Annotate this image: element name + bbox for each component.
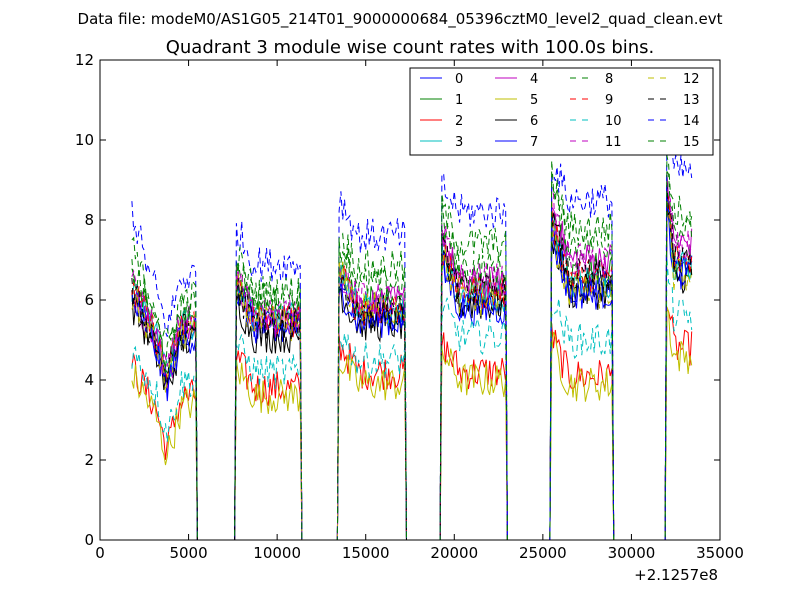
legend-entry-3: 3 <box>420 135 463 150</box>
legend-label: 14 <box>683 114 700 129</box>
legend-entry-15: 15 <box>648 135 700 150</box>
legend-entry-0: 0 <box>420 72 463 87</box>
series-layer <box>131 119 693 541</box>
x-tick-label: 10000 <box>253 544 301 562</box>
series-line-10 <box>131 257 693 541</box>
series-line-0 <box>131 203 693 541</box>
legend-label: 4 <box>530 72 538 87</box>
series-line-6 <box>131 204 693 541</box>
legend-label: 8 <box>605 72 613 87</box>
legend-label: 1 <box>455 93 463 108</box>
legend-entry-11: 11 <box>570 135 622 150</box>
y-tick-label: 2 <box>84 451 94 469</box>
y-tick-label: 4 <box>84 371 94 389</box>
legend-label: 9 <box>605 93 613 108</box>
series-line-14 <box>131 119 693 541</box>
legend-label: 11 <box>605 135 622 150</box>
series-line-12 <box>131 198 693 541</box>
legend-entry-13: 13 <box>648 93 700 108</box>
legend-entry-4: 4 <box>495 72 538 87</box>
x-tick-label: 25000 <box>519 544 567 562</box>
series-line-5 <box>131 306 693 541</box>
legend-entry-6: 6 <box>495 114 538 129</box>
legend-entry-1: 1 <box>420 93 463 108</box>
x-offset-label: +2.1257e8 <box>634 566 718 584</box>
x-tick-label: 0 <box>95 544 105 562</box>
legend-entry-8: 8 <box>570 72 613 87</box>
legend-label: 10 <box>605 114 622 129</box>
series-line-15 <box>131 155 693 541</box>
legend-entry-10: 10 <box>570 114 622 129</box>
series-line-7 <box>131 186 693 541</box>
legend-entry-12: 12 <box>648 72 700 87</box>
series-line-2 <box>131 307 693 541</box>
series-line-3 <box>131 198 693 541</box>
legend-entry-7: 7 <box>495 135 538 150</box>
x-tick-label: 20000 <box>430 544 478 562</box>
x-tick-label: 5000 <box>169 544 207 562</box>
legend-label: 12 <box>683 72 700 87</box>
legend-entry-2: 2 <box>420 114 463 129</box>
series-line-8 <box>131 169 693 541</box>
legend-entry-14: 14 <box>648 114 700 129</box>
chart-title: Quadrant 3 module wise count rates with … <box>166 37 655 58</box>
axis-ticks: 0 5000 10000 15000 20000 25000 30000 35000 0 2 4 6 8… <box>75 51 744 562</box>
legend-entry-5: 5 <box>495 93 538 108</box>
legend-label: 3 <box>455 135 463 150</box>
legend-label: 5 <box>530 93 538 108</box>
legend-entry-9: 9 <box>570 93 613 108</box>
chart-suptitle: Data file: modeM0/AS1G05_214T01_90000006… <box>78 10 723 29</box>
legend-label: 7 <box>530 135 538 150</box>
y-tick-label: 6 <box>84 291 94 309</box>
legend-label: 13 <box>683 93 700 108</box>
x-tick-label: 15000 <box>342 544 390 562</box>
legend-label: 0 <box>455 72 463 87</box>
y-tick-label: 0 <box>84 531 94 549</box>
legend-label: 15 <box>683 135 700 150</box>
y-tick-label: 10 <box>75 131 94 149</box>
x-tick-label: 30000 <box>608 544 656 562</box>
x-tick-label: 35000 <box>696 544 744 562</box>
legend-label: 6 <box>530 114 538 129</box>
series-line-4 <box>131 172 693 541</box>
y-tick-label: 8 <box>84 211 94 229</box>
legend-label: 2 <box>455 114 463 129</box>
series-line-1 <box>131 175 693 541</box>
y-tick-label: 12 <box>75 51 94 69</box>
